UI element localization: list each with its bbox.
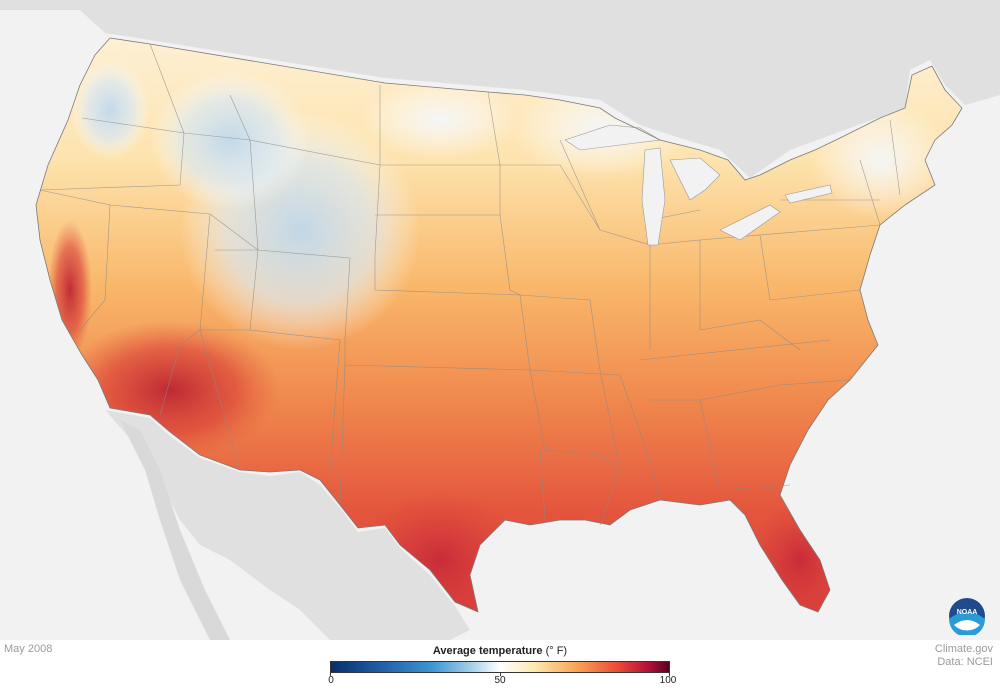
- legend-tick-min: 0: [328, 675, 334, 686]
- legend-tick-mid-line: [500, 673, 501, 676]
- footer: May 2008 Average temperature (° F) 0 50 …: [0, 640, 1000, 690]
- legend-title: Average temperature (° F): [330, 645, 670, 657]
- map-area: NOAA: [0, 0, 1000, 640]
- svg-text:NOAA: NOAA: [957, 609, 978, 616]
- legend-unit: (° F): [545, 645, 568, 657]
- credit-block: Climate.gov Data: NCEI: [935, 643, 993, 669]
- date-label: May 2008: [4, 643, 53, 655]
- surrounding-land: [0, 0, 1000, 640]
- legend-tick-max-line: [669, 673, 670, 676]
- legend-tick-min-line: [330, 673, 331, 676]
- legend-tick-max: 100: [659, 675, 677, 686]
- legend-tick-mid: 50: [494, 675, 506, 686]
- temperature-map: [0, 0, 1000, 640]
- credit-data: Data: NCEI: [937, 656, 993, 668]
- state-borders: [39, 43, 901, 526]
- legend-title-text: Average temperature: [432, 645, 543, 657]
- credit-source: Climate.gov: [934, 643, 993, 655]
- noaa-logo: NOAA: [948, 597, 986, 635]
- legend-color-bar: [330, 661, 670, 673]
- great-lakes: [564, 124, 833, 246]
